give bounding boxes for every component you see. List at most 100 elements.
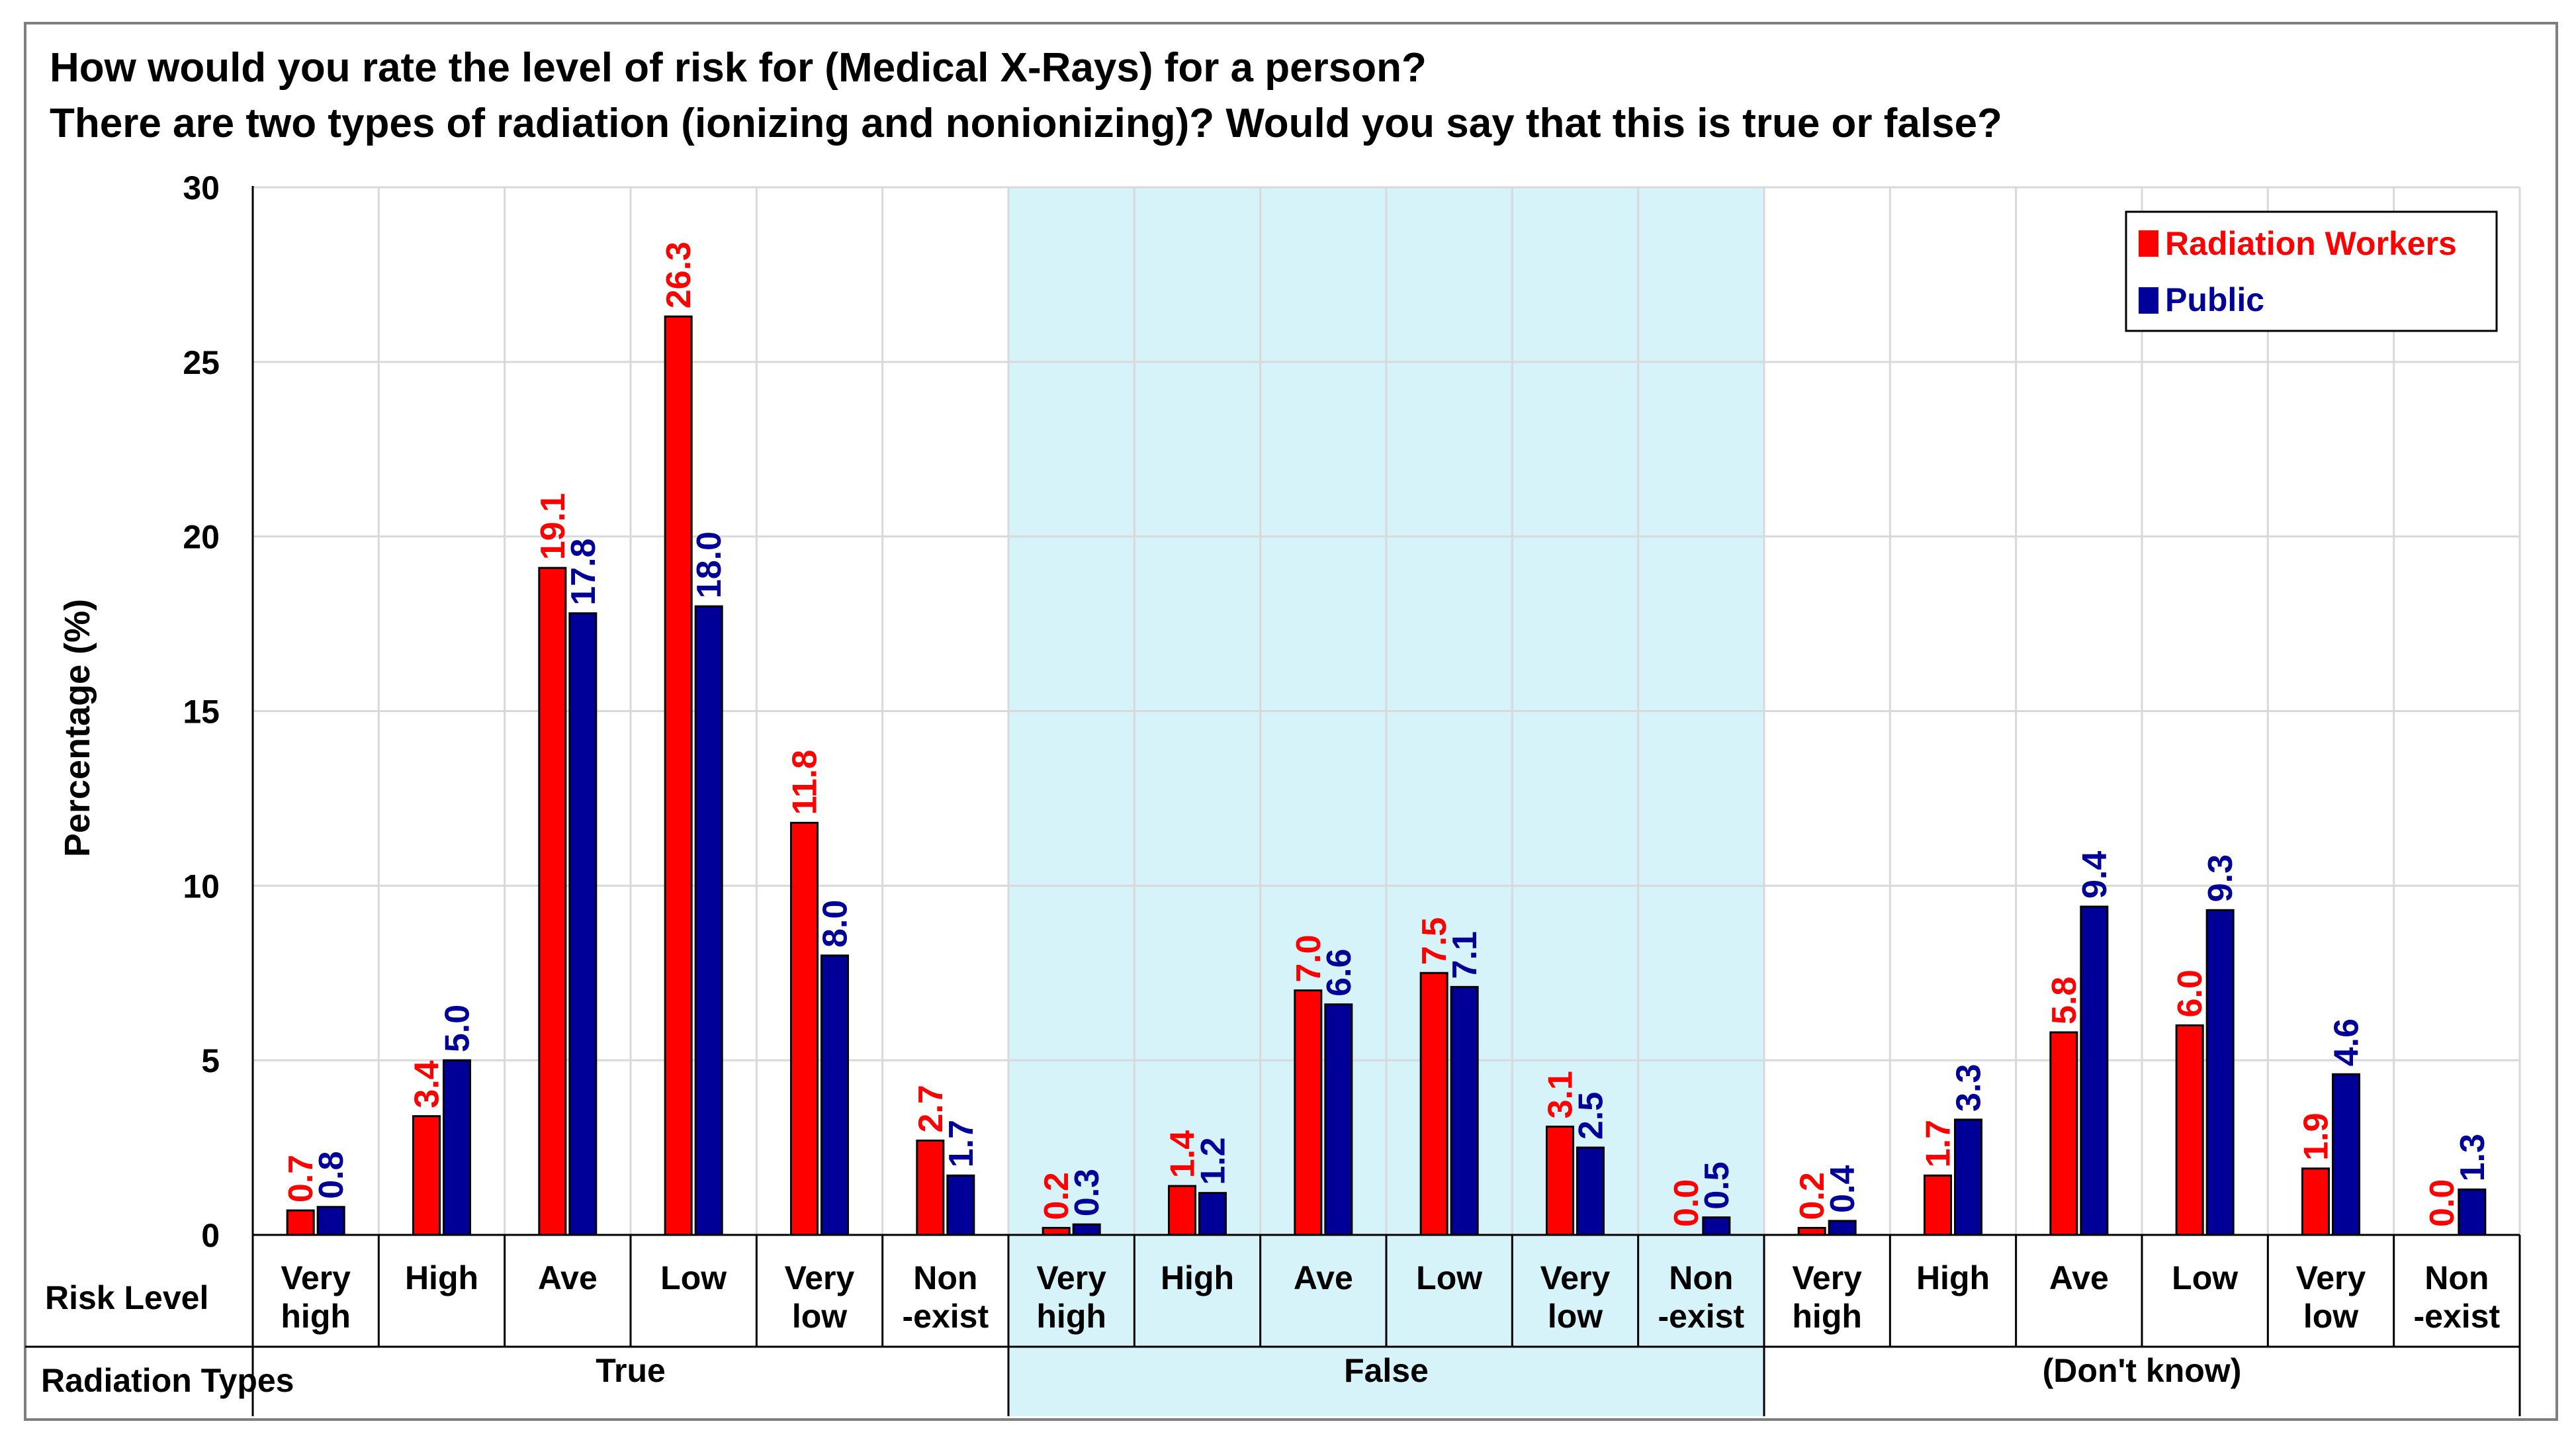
data-label-public: 9.4 xyxy=(2076,851,2114,899)
group-label: True xyxy=(596,1352,666,1389)
chart-title-line-2: There are two types of radiation (ionizi… xyxy=(50,101,2002,146)
data-label-radiation-workers: 3.1 xyxy=(1542,1071,1580,1118)
category-label: High xyxy=(405,1259,478,1296)
bar-radiation-workers xyxy=(2301,1167,2330,1236)
category-label: Very xyxy=(2296,1259,2366,1296)
data-label-public: 1.2 xyxy=(1194,1137,1233,1185)
category-label: high xyxy=(1036,1298,1106,1335)
bar-radiation-workers xyxy=(664,315,693,1236)
bar-public xyxy=(1576,1146,1605,1236)
category-label: Ave xyxy=(2049,1259,2109,1296)
legend-label-radiation-workers: Radiation Workers xyxy=(2165,225,2457,262)
data-label-radiation-workers: 11.8 xyxy=(786,750,824,815)
bar-public xyxy=(694,605,723,1236)
bar-public xyxy=(1198,1192,1227,1236)
data-label-public: 17.8 xyxy=(564,539,603,606)
bar-radiation-workers xyxy=(2175,1024,2204,1236)
bar-radiation-workers xyxy=(1797,1226,1826,1236)
bar-radiation-workers xyxy=(1546,1125,1574,1236)
data-label-radiation-workers: 19.1 xyxy=(534,493,572,560)
category-label: low xyxy=(792,1298,847,1335)
data-label-radiation-workers: 7.5 xyxy=(1415,917,1454,965)
bar-radiation-workers xyxy=(538,566,567,1236)
data-label-public: 3.3 xyxy=(1950,1064,1988,1112)
data-label-radiation-workers: 2.7 xyxy=(912,1085,950,1132)
y-tick-label: 0 xyxy=(201,1217,220,1254)
bar-public xyxy=(568,612,598,1236)
data-label-radiation-workers: 0.2 xyxy=(1793,1172,1832,1220)
y-axis-label: Percentage (%) xyxy=(58,599,97,857)
y-tick-label: 30 xyxy=(183,169,220,206)
bar-radiation-workers xyxy=(916,1140,945,1236)
legend: Radiation Workers Public xyxy=(2125,210,2498,332)
data-label-public: 5.0 xyxy=(439,1005,477,1052)
chart-outer-border xyxy=(24,22,2558,1421)
category-label: high xyxy=(1792,1298,1862,1335)
radiation-types-row-label: Radiation Types xyxy=(41,1362,294,1399)
data-label-public: 1.3 xyxy=(2454,1134,2492,1181)
bar-public xyxy=(1450,985,1479,1236)
y-tick-label: 10 xyxy=(183,868,220,905)
category-label: Low xyxy=(660,1259,727,1296)
bar-public xyxy=(1324,1003,1353,1236)
category-label: Very xyxy=(785,1259,855,1296)
bar-public xyxy=(1702,1216,1731,1236)
category-label: Very xyxy=(1792,1259,1862,1296)
data-label-radiation-workers: 1.7 xyxy=(1920,1120,1958,1167)
category-label: Non xyxy=(1669,1259,1733,1296)
data-label-public: 0.8 xyxy=(312,1151,351,1198)
data-label-public: 0.3 xyxy=(1068,1169,1106,1216)
y-tick-label: 20 xyxy=(183,519,220,556)
category-label: low xyxy=(1548,1298,1603,1335)
data-label-public: 18.0 xyxy=(690,531,729,598)
bar-radiation-workers xyxy=(1419,972,1448,1236)
data-label-radiation-workers: 3.4 xyxy=(408,1060,447,1108)
bar-radiation-workers xyxy=(1042,1226,1071,1236)
y-tick-label: 5 xyxy=(201,1042,220,1079)
data-label-radiation-workers: 1.4 xyxy=(1164,1130,1202,1178)
legend-swatch-public xyxy=(2139,287,2158,314)
data-label-radiation-workers: 0.7 xyxy=(282,1155,320,1202)
category-label: High xyxy=(1916,1259,1990,1296)
bar-radiation-workers xyxy=(1924,1174,1952,1236)
category-label: Ave xyxy=(1294,1259,1353,1296)
group-label: False xyxy=(1344,1352,1429,1389)
bar-public xyxy=(1954,1118,1982,1236)
data-label-public: 1.7 xyxy=(942,1120,981,1167)
group-label: (Don't know) xyxy=(2043,1352,2242,1389)
data-label-radiation-workers: 6.0 xyxy=(2171,970,2209,1017)
bar-public xyxy=(946,1174,975,1236)
category-label: Ave xyxy=(538,1259,598,1296)
data-label-public: 0.5 xyxy=(1698,1161,1736,1209)
category-label: Non xyxy=(913,1259,977,1296)
category-label: High xyxy=(1161,1259,1234,1296)
category-label: Non xyxy=(2424,1259,2489,1296)
bar-public xyxy=(821,954,849,1236)
data-label-public: 2.5 xyxy=(1572,1092,1611,1140)
category-label: Very xyxy=(281,1259,351,1296)
category-label: -exist xyxy=(2414,1298,2501,1335)
legend-box xyxy=(2125,210,2498,332)
bar-public xyxy=(1072,1223,1101,1236)
category-label: Very xyxy=(1036,1259,1106,1296)
data-label-public: 8.0 xyxy=(817,900,855,948)
data-label-radiation-workers: 1.9 xyxy=(2297,1112,2336,1160)
bar-radiation-workers xyxy=(1168,1185,1196,1236)
category-label: Low xyxy=(2172,1259,2238,1296)
bar-public xyxy=(2205,909,2235,1236)
y-tick-label: 15 xyxy=(183,694,220,731)
data-label-radiation-workers: 5.8 xyxy=(2045,977,2084,1024)
risk-level-row-label: Risk Level xyxy=(45,1279,208,1316)
category-label: -exist xyxy=(903,1298,989,1335)
data-label-public: 4.6 xyxy=(2328,1018,2366,1066)
bar-public xyxy=(1828,1220,1857,1236)
category-label: Low xyxy=(1416,1259,1482,1296)
bar-radiation-workers xyxy=(2049,1031,2078,1236)
bar-public xyxy=(2332,1073,2360,1236)
category-label: high xyxy=(281,1298,351,1335)
data-label-radiation-workers: 0.0 xyxy=(2423,1179,2462,1227)
bar-radiation-workers xyxy=(1294,989,1323,1236)
legend-label-public: Public xyxy=(2165,281,2264,318)
data-label-radiation-workers: 0.0 xyxy=(1667,1179,1706,1227)
